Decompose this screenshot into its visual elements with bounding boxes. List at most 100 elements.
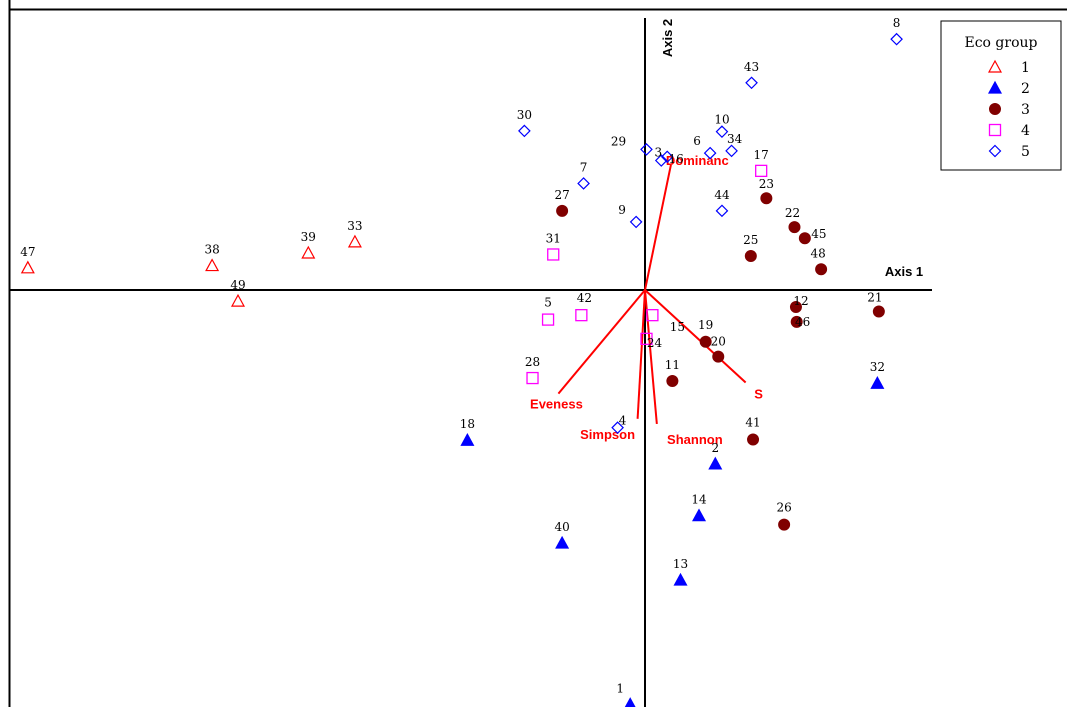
point-14-label: 14 [691, 493, 707, 507]
point-49-marker [230, 293, 246, 307]
data-points: 47 38393349184042141313211192041261246214… [20, 16, 903, 707]
point-40-marker [555, 535, 570, 549]
legend-marker-4 [988, 123, 1002, 137]
point-38-marker [205, 258, 220, 272]
point-31-marker [547, 248, 560, 261]
legend-marker-5 [988, 144, 1002, 158]
legend-label-3: 3 [1021, 102, 1030, 118]
point-44-label: 44 [714, 188, 730, 202]
legend-label-2: 2 [1021, 81, 1030, 97]
point-6-marker [703, 146, 717, 160]
point-44-marker [715, 204, 729, 218]
vector-label-shannon: Shannon [667, 432, 723, 447]
point-19-marker [699, 335, 712, 348]
vector-eveness [557, 289, 646, 395]
point-20-marker [712, 350, 725, 363]
point-15-marker [646, 309, 659, 322]
point-4-label: 4 [619, 414, 627, 428]
point-27-label: 27 [554, 188, 569, 202]
point-2-marker [708, 456, 723, 470]
legend: Eco group 1 2 3 4 5 [940, 20, 1062, 171]
point-49-label: 49 [230, 278, 245, 292]
legend-label-5: 5 [1021, 144, 1030, 160]
legend-marker-1 [987, 59, 1003, 73]
point-12-label: 12 [793, 294, 808, 308]
point-43-marker [745, 76, 758, 90]
point-25-label: 25 [743, 233, 758, 247]
point-27-marker [556, 204, 569, 217]
point-2-label: 2 [711, 441, 719, 455]
legend-title: Eco group [964, 35, 1037, 51]
point-8-marker [890, 32, 903, 46]
point-32-label: 32 [870, 360, 885, 374]
point-11-marker [666, 375, 679, 388]
point-26-label: 26 [776, 501, 791, 515]
vector-label-eveness: Eveness [530, 397, 583, 412]
point-33-marker [347, 234, 362, 248]
vector-dominanc [644, 164, 672, 291]
point-31-label: 31 [546, 231, 561, 245]
point-34-label: 34 [727, 132, 743, 146]
point-24-marker [640, 332, 653, 345]
point-30-label: 30 [517, 108, 532, 122]
vector-label-dominanc: Dominanc [666, 153, 729, 168]
point-7-label: 7 [580, 160, 588, 174]
point-28-label: 28 [525, 355, 540, 369]
point-18-marker [460, 432, 475, 446]
legend-label-4: 4 [1021, 123, 1030, 139]
vector-label-simpson: Simpson [580, 427, 635, 442]
point-43-label: 43 [744, 60, 759, 74]
point-16-label: 16 [669, 152, 684, 166]
vector-s [644, 289, 747, 384]
legend-marker-2 [987, 80, 1003, 94]
point-21-label: 21 [867, 290, 882, 304]
point-3-label: 3 [654, 146, 662, 160]
point-12-marker [789, 301, 802, 314]
point-7-marker [577, 177, 590, 190]
legend-box [940, 20, 1062, 171]
point-29-marker [640, 143, 653, 156]
point-42-marker [575, 309, 588, 322]
point-45-marker [798, 232, 811, 245]
point-17-label: 17 [754, 148, 769, 162]
point-9-marker [629, 215, 643, 229]
point-48-label: 48 [810, 246, 825, 260]
point-46-marker [790, 315, 803, 328]
point-18-label: 18 [460, 417, 475, 431]
point-34-marker [725, 144, 738, 158]
point-28-marker [526, 371, 539, 385]
point-48-marker [815, 263, 828, 276]
point-39-marker [301, 245, 316, 259]
legend-label-1: 1 [1021, 60, 1030, 76]
point-8-label: 8 [893, 16, 901, 30]
point-10-label: 10 [714, 113, 729, 127]
point-33-label: 33 [347, 219, 362, 233]
x-axis-label: Axis 1 [885, 264, 923, 279]
axes: Axis 1 Axis 2 [8, 18, 932, 707]
point-39-label: 39 [301, 230, 316, 244]
point-11-label: 11 [665, 358, 680, 372]
vectors: Dominanc Eveness Simpson Shannon S [530, 153, 763, 447]
point-21-marker [872, 305, 885, 318]
point-45-label: 45 [811, 227, 826, 241]
point-40-label: 40 [554, 520, 569, 534]
vector-simpson [636, 289, 646, 419]
point-9-label: 9 [618, 203, 626, 217]
point-42-label: 42 [577, 291, 592, 305]
point-10-marker [715, 125, 729, 138]
point-41-label: 41 [745, 415, 760, 429]
point-22-marker [788, 221, 801, 234]
point-3-marker [654, 154, 668, 167]
point-20-label: 20 [711, 335, 726, 349]
vector-label-s: S [754, 387, 763, 402]
point-4-marker [611, 421, 624, 434]
point-13-marker [673, 572, 688, 586]
point-5-marker [541, 313, 555, 326]
point-19-label: 19 [698, 318, 713, 332]
point-29-label: 29 [611, 134, 626, 148]
point-22-label: 22 [785, 206, 800, 220]
point-16-marker [660, 150, 674, 164]
point-47-label: 47 [20, 245, 35, 259]
point-30-marker [518, 124, 531, 138]
point-46-label: 46 [795, 315, 810, 329]
